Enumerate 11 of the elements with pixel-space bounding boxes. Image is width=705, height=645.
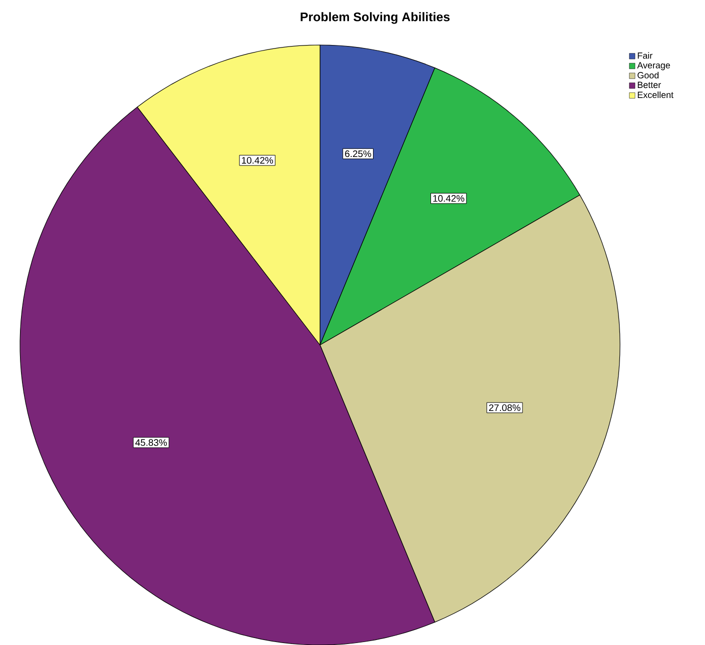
data-label: 10.42%: [433, 195, 464, 202]
data-label: 27.08%: [489, 404, 520, 412]
data-label: 45.83%: [135, 439, 167, 446]
legend-label: Better: [638, 82, 661, 88]
legend-label: Fair: [638, 52, 652, 59]
chart-title: Problem Solving Abilities: [300, 12, 450, 24]
data-label: 6.25%: [345, 150, 372, 158]
legend-label: Average: [637, 62, 670, 70]
legend-label: Good: [638, 72, 659, 78]
legend-label: Excellent: [638, 91, 674, 98]
data-label: 10.42%: [242, 156, 274, 164]
